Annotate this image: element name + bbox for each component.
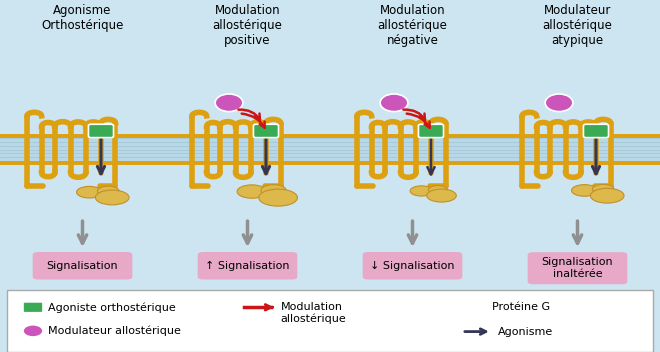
Text: Modulation
allostérique
positive: Modulation allostérique positive [213, 4, 282, 46]
Text: ↓ Signalisation: ↓ Signalisation [370, 261, 455, 271]
FancyBboxPatch shape [528, 252, 627, 284]
Ellipse shape [380, 94, 408, 112]
Ellipse shape [259, 189, 298, 206]
Text: Modulation
allostérique: Modulation allostérique [280, 302, 346, 325]
Ellipse shape [23, 325, 43, 337]
Text: Modulation
allostérique
négative: Modulation allostérique négative [378, 4, 447, 46]
FancyBboxPatch shape [23, 302, 43, 313]
FancyBboxPatch shape [363, 252, 462, 279]
Text: Agonisme
Orthostérique: Agonisme Orthostérique [42, 4, 123, 32]
Ellipse shape [77, 187, 102, 198]
Ellipse shape [458, 309, 480, 319]
Text: Signalisation: Signalisation [47, 261, 118, 271]
Ellipse shape [572, 185, 597, 196]
Ellipse shape [237, 185, 267, 198]
FancyBboxPatch shape [32, 252, 132, 279]
Ellipse shape [459, 307, 474, 313]
Ellipse shape [428, 186, 447, 194]
Ellipse shape [592, 184, 614, 194]
Ellipse shape [215, 94, 243, 112]
Bar [0, 136, 660, 163]
Ellipse shape [446, 307, 463, 314]
Ellipse shape [410, 186, 433, 196]
FancyBboxPatch shape [88, 124, 114, 138]
FancyBboxPatch shape [583, 124, 609, 138]
Ellipse shape [96, 190, 129, 205]
FancyBboxPatch shape [253, 124, 279, 138]
Text: Modulateur allostérique: Modulateur allostérique [48, 326, 180, 336]
FancyBboxPatch shape [418, 124, 444, 138]
Ellipse shape [545, 94, 573, 112]
Text: Agoniste orthostérique: Agoniste orthostérique [48, 302, 176, 313]
Text: Modulateur
allostérique
atypique: Modulateur allostérique atypique [543, 4, 612, 46]
Text: Protéine G: Protéine G [492, 302, 550, 312]
Text: Agonisme: Agonisme [498, 327, 554, 337]
Bar [7, 290, 653, 352]
Ellipse shape [426, 189, 456, 202]
FancyBboxPatch shape [198, 252, 297, 279]
Ellipse shape [261, 184, 286, 196]
Text: ↑ Signalisation: ↑ Signalisation [205, 261, 290, 271]
Ellipse shape [590, 188, 624, 203]
Text: Signalisation
inaltérée: Signalisation inaltérée [542, 257, 613, 279]
Ellipse shape [98, 186, 119, 196]
